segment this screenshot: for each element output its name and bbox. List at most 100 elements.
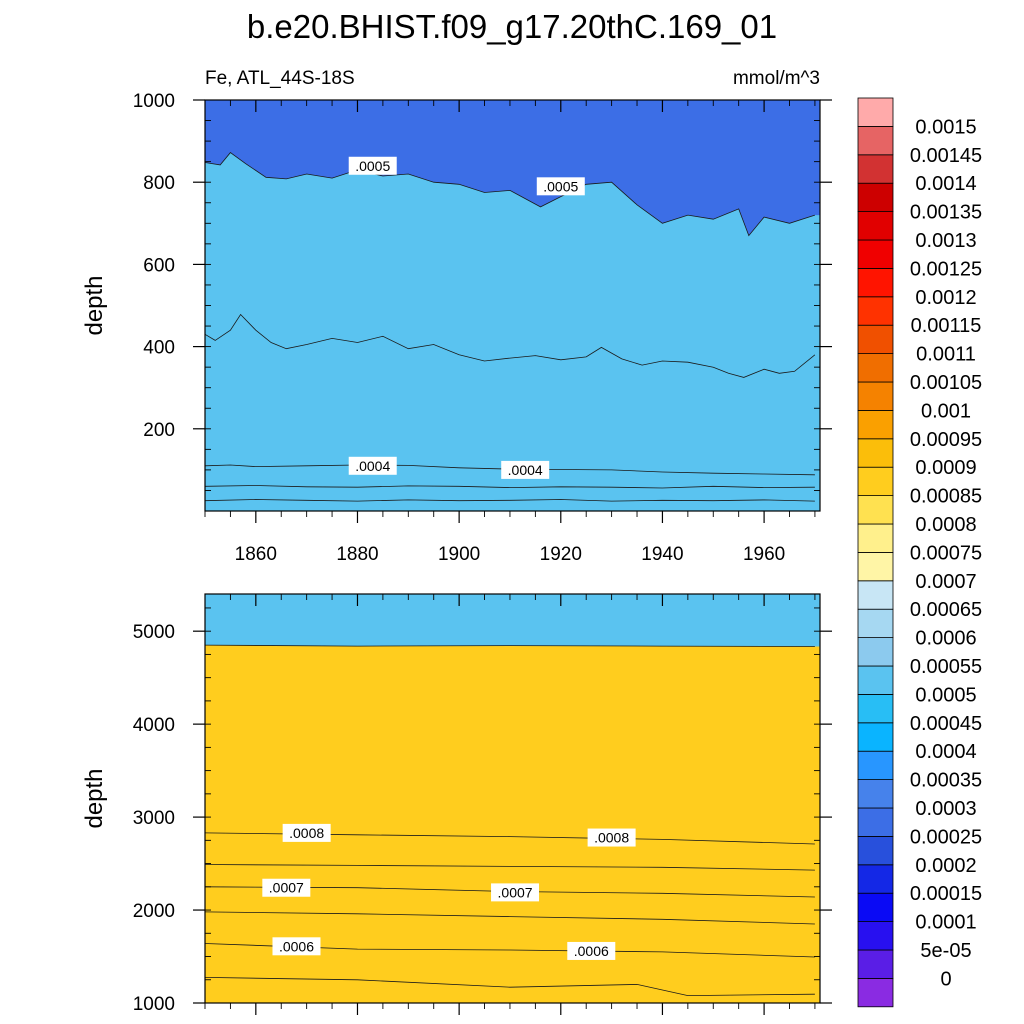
svg-text:.0006: .0006 [279, 938, 314, 954]
legend-swatch [857, 409, 894, 440]
panel-subtitle-right: mmol/m^3 [733, 68, 820, 89]
svg-text:.0008: .0008 [289, 825, 324, 841]
svg-text:.0005: .0005 [355, 158, 390, 174]
contour-label: .0004 [348, 456, 397, 475]
legend-label: 0.00135 [910, 202, 982, 224]
legend-swatch [857, 836, 894, 866]
legend-swatch [857, 324, 894, 355]
legend-label: 0.0006 [915, 628, 976, 650]
legend-swatch [857, 466, 894, 497]
legend-label: 5e-05 [920, 940, 971, 962]
svg-text:.0005: .0005 [543, 178, 578, 194]
legend-swatch [857, 978, 894, 1008]
legend-label: 0.0009 [915, 457, 976, 479]
legend-label: 0.0007 [915, 571, 976, 593]
contour-line [205, 644, 815, 647]
legend-label: 0.0001 [915, 912, 976, 934]
legend-swatch [857, 921, 894, 951]
x-tick-label: 1880 [336, 544, 378, 565]
y-tick-label: 1000 [133, 994, 175, 1015]
legend-swatch [857, 608, 894, 639]
y-tick-label: 5000 [133, 622, 175, 643]
x-tick-label: 1960 [743, 544, 785, 565]
y-tick-label: 2000 [133, 901, 175, 922]
legend-label: 0.00095 [910, 429, 982, 451]
legend-label: 0.0004 [915, 741, 976, 763]
legend-label: 0.00015 [910, 883, 982, 905]
legend-label: 0.001 [921, 400, 971, 422]
y-axis-label: depth [81, 768, 108, 828]
panel-subtitle-left: Fe, ATL_44S-18S [205, 68, 355, 89]
x-tick-label: 1860 [235, 544, 277, 565]
contour-line [205, 499, 815, 502]
legend-label: 0.00035 [910, 770, 982, 792]
legend-label: 0.00065 [910, 599, 982, 621]
legend-label: 0.0011 [916, 344, 976, 366]
y-tick-label: 800 [143, 173, 175, 194]
legend-label: 0.00105 [910, 372, 982, 394]
legend-swatch [857, 126, 894, 156]
contour-label: .0005 [348, 156, 397, 175]
legend-swatch [857, 211, 894, 241]
svg-text:.0004: .0004 [355, 458, 390, 474]
legend-label: 0 [940, 968, 951, 990]
contour-label: .0007 [491, 883, 540, 902]
y-tick-label: 400 [143, 338, 175, 359]
contour-label: .0007 [262, 878, 311, 897]
y-axis-label: depth [81, 275, 108, 335]
x-tick-label: 1920 [540, 544, 582, 565]
legend-swatch [857, 694, 894, 724]
legend-swatch [857, 637, 894, 667]
legend-label: 0.0014 [915, 173, 976, 195]
contour-label: .0005 [536, 177, 585, 196]
legend-label: 0.00115 [911, 315, 982, 337]
figure-title: b.e20.BHIST.f09_g17.20thC.169_01 [247, 8, 777, 45]
legend-swatch [857, 267, 894, 298]
contour-label: .0008 [587, 828, 636, 847]
legend-label: 0.0005 [915, 684, 976, 706]
legend-swatch [857, 438, 894, 468]
legend-swatch [857, 239, 894, 269]
x-tick-label: 1900 [438, 544, 480, 565]
y-tick-label: 1000 [133, 91, 175, 112]
legend-swatch [857, 182, 894, 212]
y-tick-label: 3000 [133, 808, 175, 829]
contour-band [205, 152, 820, 511]
contour-label: .0008 [282, 823, 331, 842]
contour-line [205, 977, 815, 997]
svg-text:.0008: .0008 [594, 830, 629, 846]
legend-swatch [857, 154, 894, 184]
legend-swatch [857, 523, 894, 553]
svg-text:.0007: .0007 [269, 880, 304, 896]
legend-label: 0.00055 [910, 656, 982, 678]
contour-label: .0004 [501, 460, 550, 479]
legend-swatch [857, 353, 894, 383]
contour-label: .0006 [272, 937, 321, 956]
legend-label: 0.00145 [910, 145, 982, 167]
legend-swatch [857, 381, 894, 411]
lower-contour-panel: .0006 .0006 .0007 .0007 .0008 .0008 1000 2000 30… [81, 593, 832, 1015]
svg-text:.0004: .0004 [508, 462, 543, 478]
legend-label: 0.0003 [915, 798, 976, 820]
legend-swatch [857, 892, 894, 923]
svg-text:.0007: .0007 [498, 884, 533, 900]
legend-swatch [857, 552, 894, 582]
legend-swatch [857, 807, 894, 837]
legend-swatch [857, 750, 894, 781]
legend-label: 0.0008 [915, 514, 976, 536]
y-tick-label: 200 [143, 420, 175, 441]
legend-swatch [857, 580, 894, 610]
contour-line [205, 152, 816, 237]
upper-contour-panel: .0004 .0004 .0005 .0005 200 400 600 800 1000 1860… [81, 91, 832, 565]
svg-text:.0006: .0006 [574, 943, 609, 959]
legend-label: 0.00045 [910, 713, 982, 735]
legend-swatch [857, 665, 894, 695]
contour-line [205, 313, 816, 378]
y-tick-label: 4000 [133, 715, 175, 736]
legend-swatch [857, 722, 894, 752]
legend-label: 0.0013 [915, 230, 976, 252]
legend-swatch [857, 296, 894, 326]
legend-swatch [857, 495, 894, 525]
legend-label: 0.00075 [910, 542, 982, 564]
legend-swatch [857, 779, 894, 809]
